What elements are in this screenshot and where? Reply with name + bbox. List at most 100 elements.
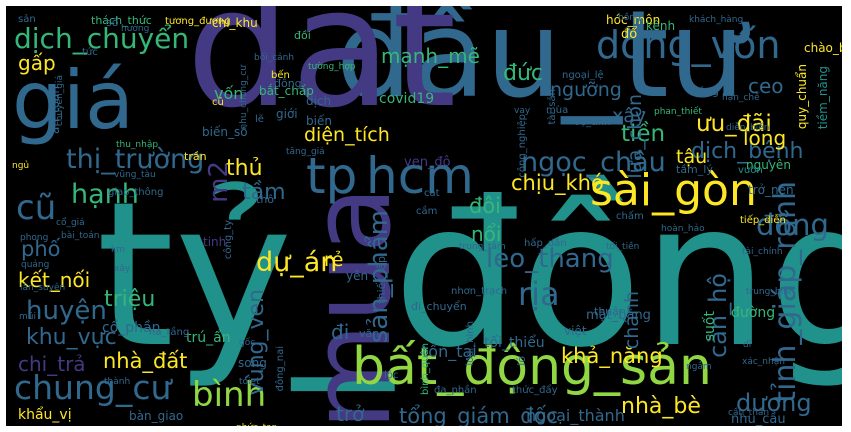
word-ket-noi: kết_nối	[18, 268, 91, 292]
word-bat-chap: bắt_chấp	[259, 84, 314, 98]
word-tuong-duong: tương_đương	[165, 16, 231, 27]
word-loc: lộc	[384, 370, 399, 381]
word-kenh: kênh	[646, 19, 676, 33]
word-so: sổ	[106, 16, 119, 29]
word-ceo: ceo	[748, 74, 784, 98]
word-cham: chấm	[616, 211, 644, 222]
word-ngu: ngủ	[12, 161, 30, 171]
word-hong: hồng	[618, 13, 641, 23]
word-chiu-kho: chịu_khó	[511, 171, 604, 195]
word-nhu-chung-cu: nhu_chung_cư	[239, 65, 249, 130]
word-ve-tinh: vệ_tinh	[574, 117, 611, 128]
word-km: km	[111, 245, 125, 255]
word-thanh: thành	[104, 377, 131, 387]
word-cat: cát	[424, 188, 440, 199]
word-hoan-hao: hoàn_hảo	[661, 224, 705, 234]
word-bat-dong-san: bất_động_sản	[352, 337, 712, 397]
word-tau: tậu	[676, 146, 708, 168]
word-lo: lớ	[515, 356, 528, 366]
word-doi-2: đồi	[294, 29, 311, 42]
word-nhon-trach: nhơn_trạch	[451, 286, 508, 297]
word-huong: hướng	[121, 24, 150, 34]
word-tuc: tức	[82, 47, 98, 58]
word-vay: vay	[514, 106, 531, 116]
word-ton-tai: tồn_tại	[422, 342, 477, 361]
word-dong-von: dòng_vốn	[596, 23, 781, 67]
word-bai-toan: bài_toán	[61, 231, 100, 241]
word-ty-dong: tỷ_đồng	[96, 159, 842, 392]
word-han-che: hạn_chế	[722, 93, 760, 103]
word-dong-nai: đông_nai	[275, 346, 286, 392]
word-nguyen: nguyên	[746, 158, 791, 172]
word-nha-be: nhà_bè	[621, 394, 701, 419]
word-yen: yên	[346, 269, 369, 283]
word-ngoc-chau: ngọc_châu	[521, 147, 666, 178]
word-tinh: tinh	[203, 235, 227, 249]
word-duong: dương	[736, 389, 812, 417]
word-dien-bien: diễn_biến	[726, 123, 770, 133]
word-dich-chuyen: dịch_chuyển	[14, 22, 190, 55]
word-xac-nhan: xác_nhận	[742, 357, 785, 367]
word-duc: đức	[503, 61, 544, 86]
word-thuan: thuận	[594, 305, 626, 318]
word-tho: thô	[256, 193, 275, 206]
word-uu-dai: ưu_đãi	[696, 111, 772, 137]
word-ngam: ngắm	[686, 362, 712, 372]
word-thu: thủ	[226, 156, 263, 181]
word-gap: gấp	[18, 51, 56, 75]
word-chung-cu: chung_cư	[14, 368, 172, 407]
word-thi-truong: thị_trường	[66, 144, 205, 175]
word-suot: suốt	[702, 311, 718, 342]
word-can-than: cần_thân	[728, 408, 770, 418]
word-san: sản	[18, 14, 36, 25]
word-chuyen-gia: chuyển_giá	[55, 75, 65, 127]
word-cam: cầm	[416, 206, 438, 217]
word-toi-thieu: tối_thiểu	[484, 335, 545, 351]
word-chi-tra: chi_trả	[18, 352, 86, 376]
word-toi-tien: tối_tiền	[606, 242, 640, 252]
word-covid19: covid19	[379, 91, 435, 107]
word-trieu: triệu	[104, 287, 156, 312]
word-chi-khu: chi_khu	[212, 16, 258, 30]
word-dong-2: đồng	[756, 208, 829, 242]
word-cu: cũ	[16, 188, 57, 228]
word-trung-tam: trung_tâm	[459, 242, 506, 252]
word-ria: rịa	[518, 275, 560, 313]
word-manh-me: mạnh_mẽ	[381, 44, 480, 68]
word-ngoai-le: ngoại_lệ	[562, 70, 604, 81]
word-re: rẻ	[324, 249, 344, 271]
word-di: đi	[331, 320, 350, 344]
word-ven-do: ven_đô	[404, 155, 451, 170]
word-tp: tp	[306, 147, 358, 205]
word-mui: mũi	[19, 312, 36, 322]
word-tru-an: trú_ẩn	[186, 330, 231, 346]
word-thu-nhap: thu_nhập	[116, 140, 159, 150]
word-phan-thiet: phan_thiết	[654, 107, 702, 117]
word-tam: tầm	[242, 180, 286, 205]
word-dien-tich: diện_tích	[304, 124, 390, 146]
word-xay: xây	[612, 105, 647, 127]
word-da-phan: đa_phần	[434, 385, 477, 396]
word-bien: biến	[306, 114, 332, 128]
word-vuon: vườn	[738, 165, 763, 176]
word-dich: dịch	[306, 94, 332, 108]
word-ban-giao: bàn_giao	[129, 409, 184, 423]
word-sai-gon: sài_gòn	[590, 165, 757, 216]
word-phong: phong	[20, 233, 49, 243]
word-vung-tau: vũng_tàu	[114, 170, 156, 180]
word-binh-quan: bình_quân	[420, 343, 431, 395]
word-tien: tiền	[621, 121, 666, 147]
word-hoc-mon: hóc_môn	[606, 13, 661, 27]
word-giao-thong: giao_thông	[108, 187, 164, 198]
word-tro-nen: trở_nên	[748, 183, 794, 197]
word-tam-ly: tầm_lý	[676, 163, 713, 176]
word-tai-chinh: tài_chính	[742, 247, 783, 257]
word-tran: trần	[184, 150, 207, 163]
word-quang: quảng	[21, 260, 50, 270]
word-mua-2: mùa	[546, 105, 569, 116]
word-di-chuyen: đi_chuyển	[411, 300, 467, 313]
word-ngoai-thanh: ngoại_thành	[526, 406, 625, 425]
word-kha-nang: khả_năng	[561, 344, 663, 368]
word-binh: bình	[192, 375, 267, 415]
